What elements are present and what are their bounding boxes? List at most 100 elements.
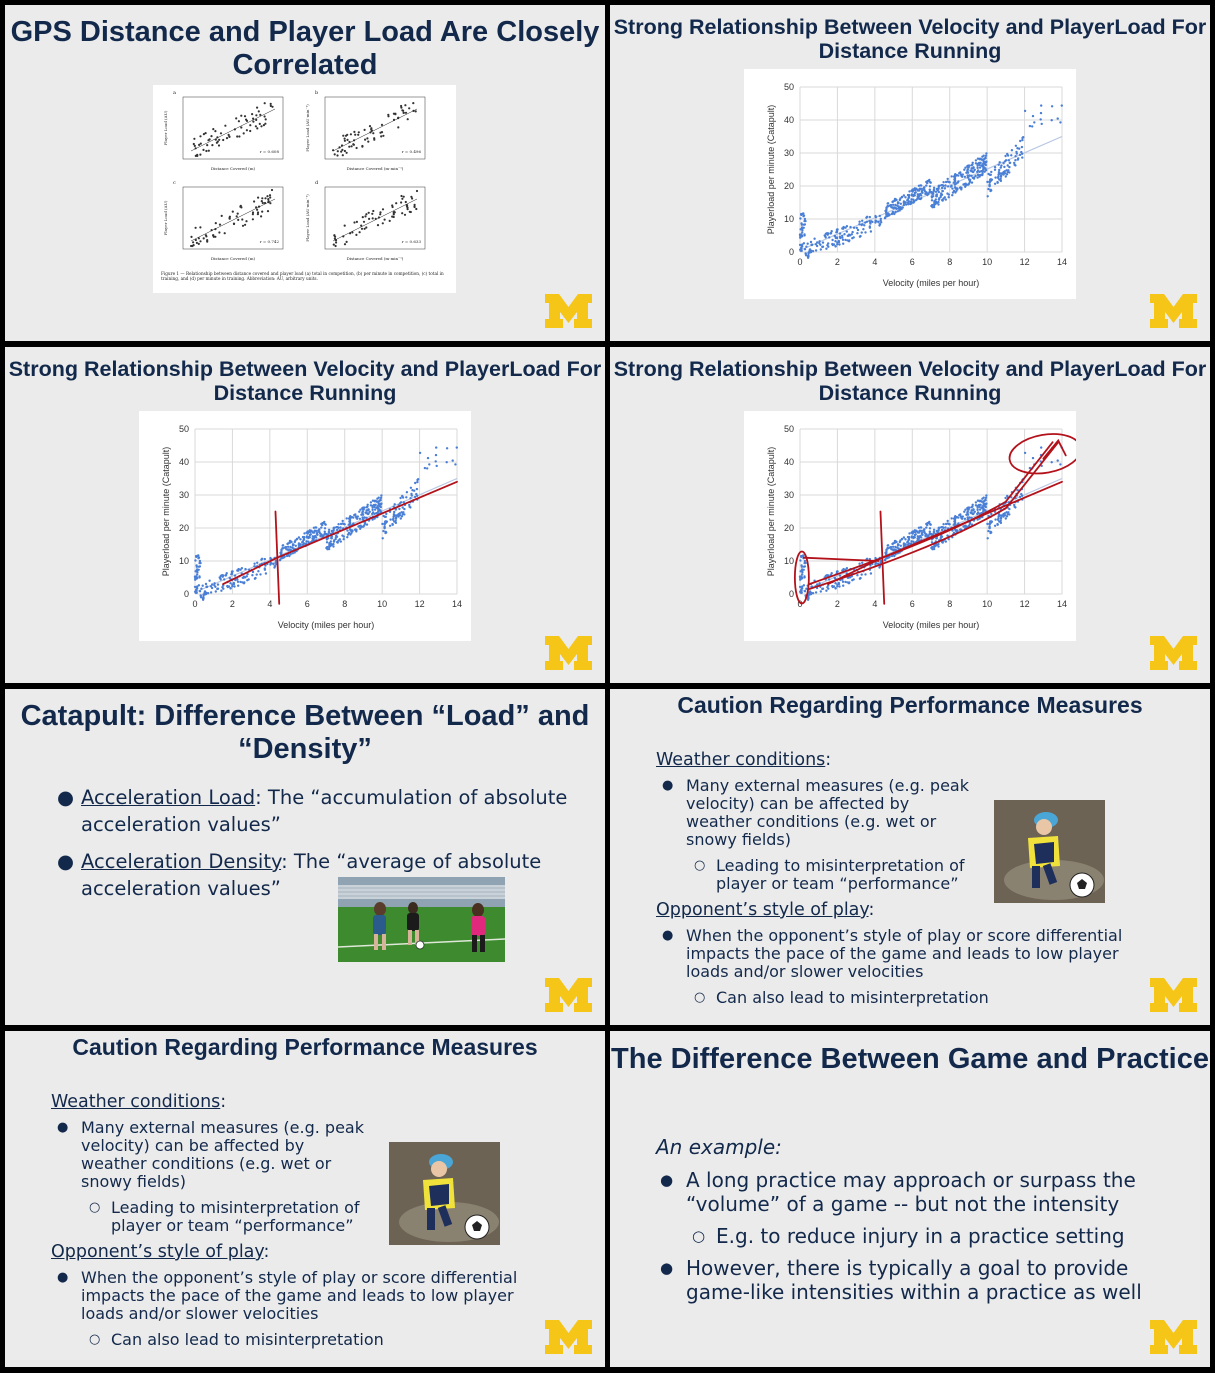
data-point <box>1050 119 1053 122</box>
x-tick-label: 14 <box>452 599 462 609</box>
panel-y-label: Player Load (AU·min⁻¹) <box>305 194 310 242</box>
data-point <box>383 522 386 525</box>
data-point <box>400 515 404 518</box>
data-point <box>860 231 863 234</box>
panel-point <box>349 133 352 136</box>
data-point <box>799 590 802 593</box>
michigan-logo <box>545 294 592 328</box>
data-point <box>891 203 895 206</box>
data-point <box>394 514 398 517</box>
panel-point <box>341 148 344 151</box>
data-point <box>886 205 890 208</box>
panel-point <box>346 133 349 136</box>
data-point <box>312 526 316 529</box>
data-point <box>899 202 902 205</box>
y-tick-label: 40 <box>179 457 189 467</box>
data-point <box>1031 456 1035 460</box>
data-point <box>263 557 266 561</box>
data-point <box>966 511 969 514</box>
data-point <box>1013 163 1016 166</box>
data-point <box>845 567 849 570</box>
data-point <box>803 575 806 578</box>
data-point <box>897 201 900 204</box>
panel-point <box>217 144 221 147</box>
data-point <box>996 518 1000 521</box>
data-point <box>325 541 329 544</box>
data-point <box>315 532 319 535</box>
data-point <box>909 200 913 203</box>
panel-point <box>199 153 202 156</box>
bullet-item: ● Acceleration Density: The “average of … <box>57 848 581 902</box>
data-point <box>982 154 985 157</box>
panel-point <box>194 238 197 242</box>
data-point <box>342 522 345 526</box>
data-point <box>836 585 839 588</box>
panel-point <box>269 102 272 105</box>
data-point <box>802 565 806 568</box>
data-point <box>979 503 982 506</box>
panel-point <box>241 224 245 227</box>
panel-point <box>357 133 360 136</box>
data-point <box>811 592 815 595</box>
data-point <box>393 503 396 506</box>
y-axis-label: Playerload per minute (Catapult) <box>766 105 776 235</box>
data-point <box>935 537 938 540</box>
panel-point <box>270 188 274 192</box>
data-point <box>926 192 929 195</box>
data-point <box>428 463 431 466</box>
data-point <box>845 225 849 228</box>
data-point <box>1020 150 1023 154</box>
y-axis-label: Playerload per minute (Catapult) <box>766 447 776 577</box>
data-point <box>236 578 239 581</box>
data-point <box>236 580 240 583</box>
data-point <box>231 585 234 588</box>
panel-point <box>333 237 336 240</box>
data-point <box>986 522 989 526</box>
data-point <box>229 587 232 590</box>
data-point <box>968 180 972 183</box>
data-point <box>373 505 376 509</box>
panel-point <box>199 142 202 145</box>
data-point <box>799 559 802 562</box>
panel-x-label: Distance Covered (m·min⁻¹) <box>347 166 404 171</box>
data-point <box>928 527 932 530</box>
data-point <box>989 530 992 533</box>
data-point <box>409 486 413 489</box>
data-point <box>434 460 437 463</box>
data-point <box>903 543 906 547</box>
data-point <box>835 228 839 231</box>
bullet-item: ● Many external measures (e.g. peak velo… <box>662 777 976 849</box>
data-point <box>332 540 336 543</box>
data-point <box>942 523 945 526</box>
data-point <box>814 243 818 246</box>
heading-text: Weather conditions <box>656 750 826 770</box>
data-point <box>929 523 932 526</box>
data-point <box>1028 124 1032 128</box>
data-point <box>981 500 984 503</box>
data-point <box>940 193 944 196</box>
panel-letter: b <box>315 90 318 96</box>
data-point <box>327 528 331 531</box>
slide-title: Strong Relationship Between Velocity and… <box>8 357 602 406</box>
data-point <box>1016 158 1020 161</box>
data-point <box>194 559 197 562</box>
data-point <box>890 554 894 558</box>
bullet-dot: ● <box>57 850 75 873</box>
data-point <box>978 166 982 169</box>
panel-point <box>251 211 255 214</box>
data-point <box>926 534 929 537</box>
data-point <box>806 255 810 258</box>
panel-point <box>333 234 336 237</box>
data-point <box>886 544 889 547</box>
data-point <box>986 537 989 540</box>
heading-text: Weather conditions <box>51 1092 221 1112</box>
data-point <box>964 508 967 511</box>
data-point <box>347 523 350 526</box>
data-point <box>226 584 229 588</box>
panel-point <box>214 130 217 133</box>
bullet-list: ● Acceleration Load: The “accumulation o… <box>57 784 581 902</box>
data-point <box>905 203 908 206</box>
data-point <box>304 542 308 545</box>
data-point <box>966 508 970 511</box>
data-point <box>329 540 332 543</box>
